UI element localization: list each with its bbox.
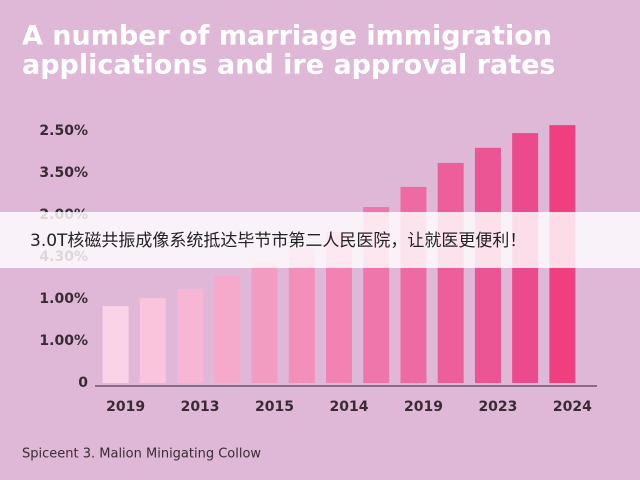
y-tick-label: 0 [78, 375, 88, 391]
y-tick-label: 1.00% [39, 291, 88, 307]
x-tick-label: 2019 [106, 399, 145, 415]
x-tick-label: 2013 [181, 399, 220, 415]
bar [177, 288, 204, 383]
banner [0, 212, 640, 268]
chart-title: applications and ire approval rates [22, 50, 556, 81]
bar [251, 262, 278, 383]
banner-text: 3.0T核磁共振成像系统抵达毕节市第二人民医院，让就医更便利！ [30, 231, 526, 251]
x-tick-label: 2019 [404, 399, 443, 415]
bar [214, 275, 241, 383]
bar [288, 248, 315, 383]
bar [102, 306, 129, 383]
source: Spiceent 3. Malion Minigating Collow [22, 447, 261, 462]
x-tick-label: 2023 [478, 399, 517, 415]
y-tick-label: 3.50% [39, 165, 88, 181]
x-tick-label: 2014 [330, 399, 369, 415]
bar [437, 162, 464, 383]
y-tick-label: 1.00% [39, 333, 88, 349]
chart-title: A number of marriage immigration [22, 21, 552, 52]
y-tick-label: 2.50% [39, 123, 88, 139]
x-tick-label: 2024 [553, 399, 592, 415]
bar [139, 298, 166, 383]
x-tick-label: 2015 [255, 399, 294, 415]
